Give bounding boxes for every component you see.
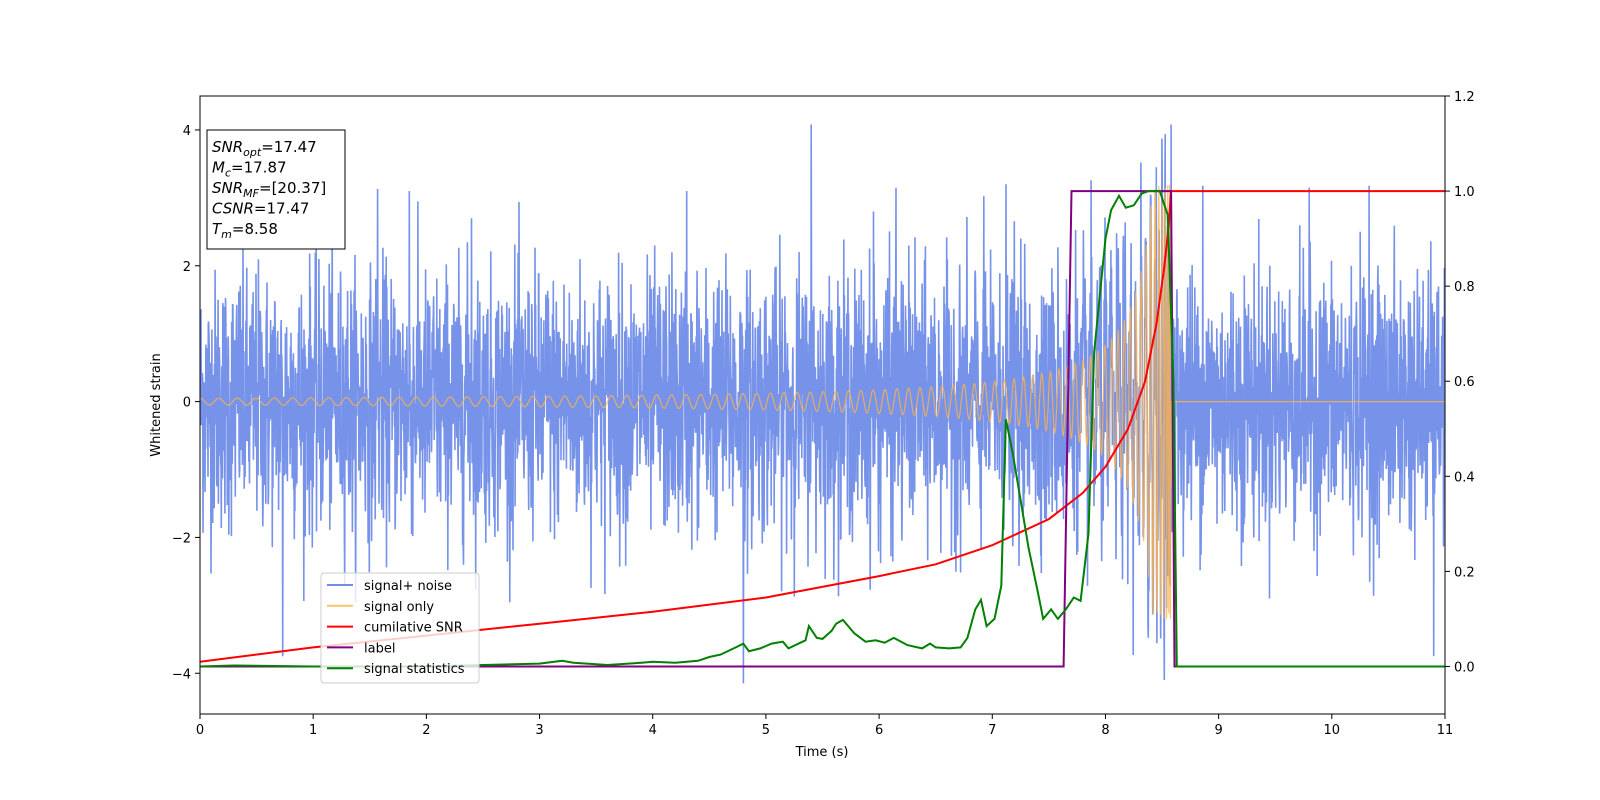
y-tick-label: −2	[172, 531, 191, 546]
legend-label: signal+ noise	[364, 579, 452, 594]
x-tick-label: 2	[422, 723, 430, 738]
legend-label: signal statistics	[364, 662, 465, 677]
plot-frame	[199, 95, 1446, 715]
series-layer	[200, 124, 1445, 684]
info-line: CSNR=17.47	[212, 200, 309, 218]
x-tick-label: 1	[309, 723, 317, 738]
x-tick-label: 8	[1101, 723, 1109, 738]
y-tick-label: 0	[183, 396, 191, 411]
info-box: SNRopt=17.47Mc=17.87SNRMF=[20.37]CSNR=17…	[206, 129, 346, 250]
y2-tick-label: 0.2	[1454, 565, 1475, 580]
legend-label: cumilative SNR	[364, 621, 463, 636]
x-tick-label: 0	[196, 723, 204, 738]
series-line-cumilative-snr	[200, 190, 1445, 663]
x-tick-label: 3	[535, 723, 543, 738]
info-line: SNRMF=[20.37]	[212, 179, 326, 200]
series-line-signal-noise	[200, 124, 1445, 684]
legend-label: signal only	[364, 600, 434, 615]
x-tick-label: 10	[1324, 723, 1341, 738]
y2-tick-label: 0.0	[1454, 660, 1475, 675]
x-tick-label: 4	[649, 723, 657, 738]
x-tick-label: 6	[875, 723, 883, 738]
x-axis-label: Time (s)	[795, 745, 849, 760]
y-tick-label: 2	[183, 260, 191, 275]
legend-frame	[320, 572, 480, 684]
series-line-signal-statistics	[200, 190, 1445, 668]
y2-tick-label: 0.6	[1454, 375, 1475, 390]
info-box-frame	[206, 129, 346, 250]
legend-label: label	[364, 641, 395, 656]
info-line: Tm=8.58	[212, 220, 278, 241]
y2-tick-label: 1.0	[1454, 185, 1475, 200]
x-tick-label: 5	[762, 723, 770, 738]
info-line: Mc=17.87	[212, 159, 287, 180]
x-tick-label: 9	[1214, 723, 1222, 738]
x-tick-label: 11	[1437, 723, 1454, 738]
y2-tick-label: 0.4	[1454, 470, 1475, 485]
y-tick-label: −4	[172, 667, 191, 682]
legend: signal+ noise signal only cumilative SNR la…	[320, 572, 480, 684]
y-axis-label: Whitened strain	[149, 353, 164, 456]
info-line: SNRopt=17.47	[212, 138, 317, 159]
x-tick-label: 7	[988, 723, 996, 738]
axes-layer: 0 1 2 3 4 5 6 7 8 9 10 11 −4 −2 0 2 4 0.0 0.2 0.4 0.6 0.8 1.0 1…	[172, 90, 1475, 738]
y2-tick-label: 1.2	[1454, 90, 1475, 105]
y2-tick-label: 0.8	[1454, 280, 1475, 295]
series-line-signal-only	[200, 184, 1445, 619]
y-tick-label: 4	[183, 124, 191, 139]
